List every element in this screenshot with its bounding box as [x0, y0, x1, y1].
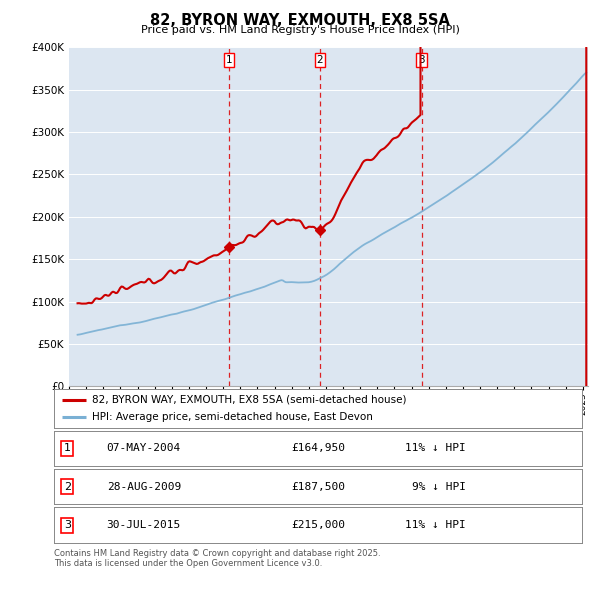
Text: 9% ↓ HPI: 9% ↓ HPI: [412, 482, 466, 491]
Text: £187,500: £187,500: [291, 482, 345, 491]
Text: £164,950: £164,950: [291, 444, 345, 453]
Text: 3: 3: [418, 55, 425, 65]
Text: 30-JUL-2015: 30-JUL-2015: [107, 520, 181, 530]
Text: 2: 2: [64, 482, 71, 491]
Text: Contains HM Land Registry data © Crown copyright and database right 2025.
This d: Contains HM Land Registry data © Crown c…: [54, 549, 380, 568]
Text: 28-AUG-2009: 28-AUG-2009: [107, 482, 181, 491]
Text: Price paid vs. HM Land Registry's House Price Index (HPI): Price paid vs. HM Land Registry's House …: [140, 25, 460, 35]
Text: 82, BYRON WAY, EXMOUTH, EX8 5SA: 82, BYRON WAY, EXMOUTH, EX8 5SA: [150, 13, 450, 28]
Text: £215,000: £215,000: [291, 520, 345, 530]
Text: 2: 2: [317, 55, 323, 65]
Text: 3: 3: [64, 520, 71, 530]
Text: 82, BYRON WAY, EXMOUTH, EX8 5SA (semi-detached house): 82, BYRON WAY, EXMOUTH, EX8 5SA (semi-de…: [92, 395, 407, 405]
Text: 07-MAY-2004: 07-MAY-2004: [107, 444, 181, 453]
Text: 1: 1: [226, 55, 232, 65]
Text: HPI: Average price, semi-detached house, East Devon: HPI: Average price, semi-detached house,…: [92, 412, 373, 422]
Text: 1: 1: [64, 444, 71, 453]
Text: 11% ↓ HPI: 11% ↓ HPI: [405, 520, 466, 530]
Text: 11% ↓ HPI: 11% ↓ HPI: [405, 444, 466, 453]
